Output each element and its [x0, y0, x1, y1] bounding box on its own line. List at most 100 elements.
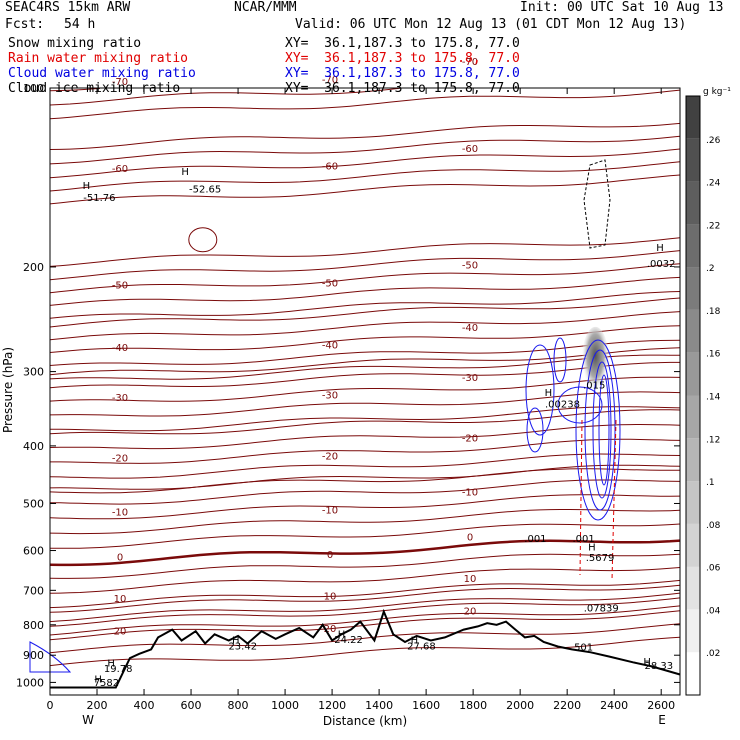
cloud-water-contour — [553, 337, 567, 383]
cloud-water-contour — [584, 349, 616, 511]
annotation: -52.65 — [189, 185, 221, 196]
isotherm-label: -20 — [462, 434, 478, 445]
isotherm-line — [49, 276, 681, 306]
legend-cloud-ice: Cloud ice mixing ratio — [8, 81, 181, 96]
cloud-water-contour — [29, 641, 72, 673]
isotherm-line — [49, 339, 681, 366]
x-tick-label: 0 — [47, 699, 54, 712]
annotation: H — [232, 635, 240, 646]
init-time: Init: 00 UTC Sat 10 Aug 13 — [520, 0, 724, 15]
isotherm-line — [49, 409, 681, 435]
annotation: -51.76 — [83, 193, 115, 204]
colorbar-frame — [685, 95, 701, 696]
x-tick-label: 1200 — [318, 699, 346, 712]
x-tick-label: 1400 — [365, 699, 393, 712]
isotherm-label: 0 — [327, 550, 333, 561]
annotation: H — [83, 181, 91, 192]
isotherm-line — [49, 263, 681, 294]
colorbar-tick-label: .12 — [706, 435, 720, 445]
annotation: H — [643, 657, 651, 668]
annotation: .00238 — [545, 400, 580, 411]
isotherm-label: -30 — [462, 373, 478, 384]
annotation: H — [107, 658, 115, 669]
isotherm-label: -60 — [462, 144, 478, 155]
xy-line-cloud-ice: XY= 36.1,187.3 to 175.8, 77.0 — [285, 81, 520, 96]
x-tick-label: 1600 — [412, 699, 440, 712]
annotation: H — [656, 243, 664, 254]
colorbar-segment — [686, 609, 700, 653]
y-tick-label: 100 — [23, 82, 44, 95]
isotherm-label: -50 — [112, 281, 128, 292]
isotherm-label: -10 — [462, 488, 478, 499]
x-tick-label: 2600 — [647, 699, 675, 712]
annotation: 501 — [574, 642, 593, 653]
isotherm-line — [49, 122, 681, 150]
isotherm-line — [49, 636, 681, 667]
isotherm-line — [49, 376, 681, 402]
annotation: H — [338, 629, 346, 640]
isotherm-line — [49, 148, 681, 179]
x-end-label-east: E — [658, 713, 666, 727]
isotherm-line — [49, 605, 681, 636]
isotherm-label: -60 — [322, 162, 338, 173]
colorbar-segment — [686, 224, 700, 268]
x-tick-label: 1000 — [271, 699, 299, 712]
annotation: .015 — [583, 380, 605, 391]
isotherm-label: -20 — [322, 451, 338, 462]
colorbar-tick-label: .06 — [706, 564, 721, 574]
colorbar-tick-label: .02 — [706, 649, 720, 659]
isotherm-label: -50 — [322, 278, 338, 289]
org-label: NCAR/MMM — [234, 0, 297, 15]
colorbar-segment — [686, 481, 700, 524]
isotherm-label: -40 — [112, 343, 128, 354]
isotherm-label: 20 — [114, 627, 127, 638]
colorbar-tick-label: .26 — [706, 136, 721, 146]
isotherm-line — [49, 523, 681, 549]
isotherm-label: -30 — [322, 391, 338, 402]
xy-line-rain: XY= 36.1,187.3 to 175.8, 77.0 — [285, 51, 520, 66]
isotherm-line — [49, 479, 681, 505]
annotation: .001 — [524, 534, 546, 545]
colorbar-segment — [686, 395, 700, 439]
colorbar-segment — [686, 566, 700, 610]
isotherm-line — [49, 87, 401, 106]
y-tick-label: 800 — [23, 619, 44, 632]
annotation: H — [94, 674, 102, 685]
annotation: H — [411, 635, 419, 646]
annotation: H — [588, 543, 596, 554]
isotherm-line — [49, 509, 681, 535]
isotherm-line — [49, 464, 681, 490]
x-tick-label: 2400 — [600, 699, 628, 712]
y-tick-label: 600 — [23, 545, 44, 558]
isotherm-line — [49, 494, 681, 520]
isotherm-line — [49, 423, 681, 450]
xy-line-snow: XY= 36.1,187.3 to 175.8, 77.0 — [285, 36, 520, 51]
annotation: .0032 — [647, 259, 676, 270]
colorbar-segment — [686, 96, 700, 139]
isotherm-label: -20 — [112, 454, 128, 465]
colorbar-tick-label: .14 — [706, 393, 721, 403]
isotherm-line — [49, 354, 681, 380]
annotation: H — [181, 167, 189, 178]
xy-line-cloud-water: XY= 36.1,187.3 to 175.8, 77.0 — [285, 66, 520, 81]
closed-contour — [188, 227, 218, 253]
cloud-water-contour — [592, 361, 612, 499]
isotherm-line — [49, 567, 681, 594]
isotherm-line — [49, 468, 681, 494]
isotherm-label: -40 — [462, 323, 478, 334]
rain-contour — [611, 419, 617, 581]
isotherm-label: 0 — [117, 552, 123, 563]
colorbar-segment — [686, 267, 700, 310]
isotherm-line — [49, 174, 681, 205]
y-tick-label: 1000 — [16, 676, 44, 689]
colorbar-segment — [686, 352, 700, 396]
colorbar-segment — [686, 181, 700, 225]
rain-contour — [579, 419, 583, 576]
isotherm-label: 10 — [324, 591, 337, 602]
isotherm-label: -70 — [112, 77, 128, 88]
colorbar-tick-label: .18 — [706, 307, 721, 317]
fcst-label: Fcst: — [5, 17, 45, 32]
isotherm-line — [49, 250, 681, 281]
x-tick-label: 600 — [181, 699, 202, 712]
x-tick-label: 200 — [87, 699, 108, 712]
